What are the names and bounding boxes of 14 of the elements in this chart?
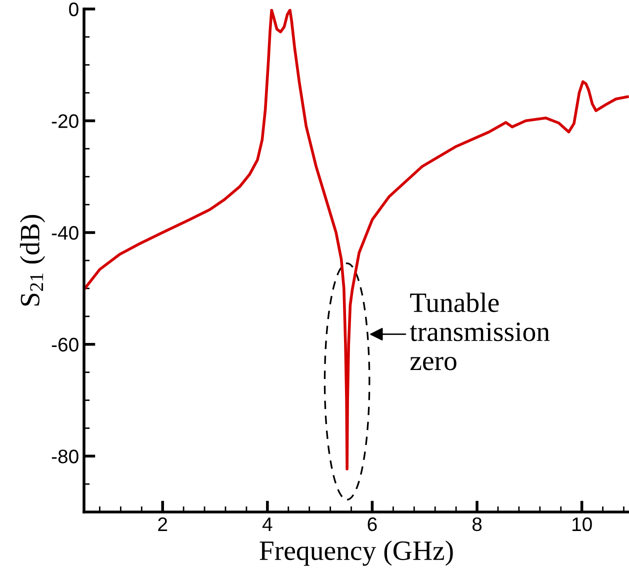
y-axis-title: S$_{21}$ (dB): [20, 215, 46, 306]
annotation: Tunable transmission zero: [410, 292, 550, 370]
y-tick-label: 0: [69, 2, 78, 16]
x-axis-title: Frequency (GHz): [260, 540, 453, 566]
x-tick-label: 4: [262, 518, 272, 531]
x-tick-label: 2: [158, 517, 168, 531]
y-tick-label: -20: [52, 114, 78, 128]
y-tick-label: -60: [52, 338, 78, 352]
x-tick-label: 6: [368, 517, 377, 532]
y-tick-label: -80: [52, 450, 78, 464]
x-tick-label: 8: [472, 517, 482, 532]
y-tick-label: -40: [52, 226, 78, 240]
line-series: [84, 9, 629, 470]
x-tick-label: 10: [572, 517, 592, 532]
